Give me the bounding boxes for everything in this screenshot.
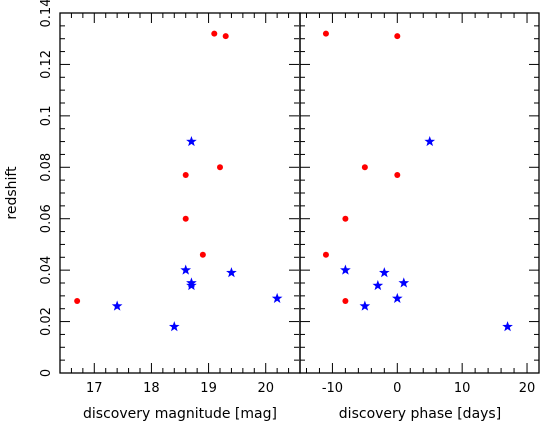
y-tick-label: 0.12 <box>39 50 54 79</box>
y-tick-label: 0.02 <box>39 307 54 336</box>
data-point-blue-star <box>180 264 192 275</box>
data-point-blue-star <box>271 292 283 303</box>
data-point-red-circle <box>222 33 229 40</box>
plot-frame <box>299 12 540 374</box>
x-tick-label: 0 <box>393 381 401 396</box>
data-point-red-circle <box>394 172 401 178</box>
x-tick-label: 10 <box>454 381 471 396</box>
data-point-blue-star <box>359 300 371 311</box>
x-tick-label: 20 <box>519 381 536 396</box>
data-point-red-circle <box>342 298 349 304</box>
data-point-red-circle <box>199 251 206 258</box>
data-point-blue-star <box>168 321 180 332</box>
data-point-blue-star <box>424 135 436 147</box>
x-tick-label: 17 <box>86 381 103 396</box>
y-tick-label: 0.04 <box>39 256 54 285</box>
data-point-blue-star <box>379 267 390 278</box>
x-axis-label: discovery phase [days] <box>339 406 501 422</box>
data-point-red-circle <box>74 298 81 304</box>
x-axis-label: discovery magnitude [mag] <box>83 406 277 422</box>
x-tick-label: 18 <box>143 381 160 396</box>
y-tick-label: 0.1 <box>39 106 54 127</box>
data-point-red-circle <box>394 33 401 40</box>
data-point-red-circle <box>322 251 329 258</box>
data-point-blue-star <box>226 267 237 278</box>
y-axis-label: redshift <box>4 166 20 220</box>
x-tick-label: 19 <box>200 381 217 396</box>
data-point-red-circle <box>182 215 189 222</box>
data-point-red-circle <box>217 164 223 171</box>
y-tick-label: 0 <box>39 369 54 377</box>
y-tick-label: 0.14 <box>39 0 54 27</box>
x-tick-label: 20 <box>257 381 274 396</box>
data-point-red-circle <box>342 215 349 222</box>
data-point-blue-star <box>372 279 384 291</box>
data-point-blue-star <box>502 321 513 332</box>
x-tick-label: -10 <box>322 381 343 396</box>
data-point-red-circle <box>182 172 189 178</box>
data-point-blue-star <box>186 135 197 147</box>
data-point-blue-star <box>340 264 351 275</box>
data-point-red-circle <box>361 164 368 171</box>
data-point-blue-star <box>186 279 197 291</box>
data-point-red-circle <box>322 30 329 37</box>
data-point-blue-star <box>398 277 410 288</box>
left-panel-magnitude: 17 18 19 20 0 0.02 0.04 0.06 0.08 0.1 0.12 0.14 disc… <box>4 0 301 422</box>
plot-frame <box>59 12 301 374</box>
y-tick-label: 0.06 <box>39 204 54 233</box>
data-point-blue-star <box>111 300 123 311</box>
data-point-blue-star <box>391 292 403 303</box>
right-panel-phase: -10 0 10 20 discovery phase [days] <box>299 12 540 422</box>
data-point-red-circle <box>211 30 218 37</box>
y-tick-label: 0.08 <box>39 153 54 182</box>
